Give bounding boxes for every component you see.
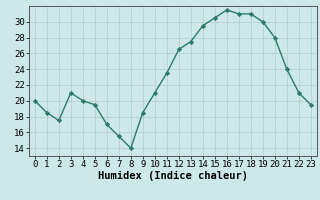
- X-axis label: Humidex (Indice chaleur): Humidex (Indice chaleur): [98, 171, 248, 181]
